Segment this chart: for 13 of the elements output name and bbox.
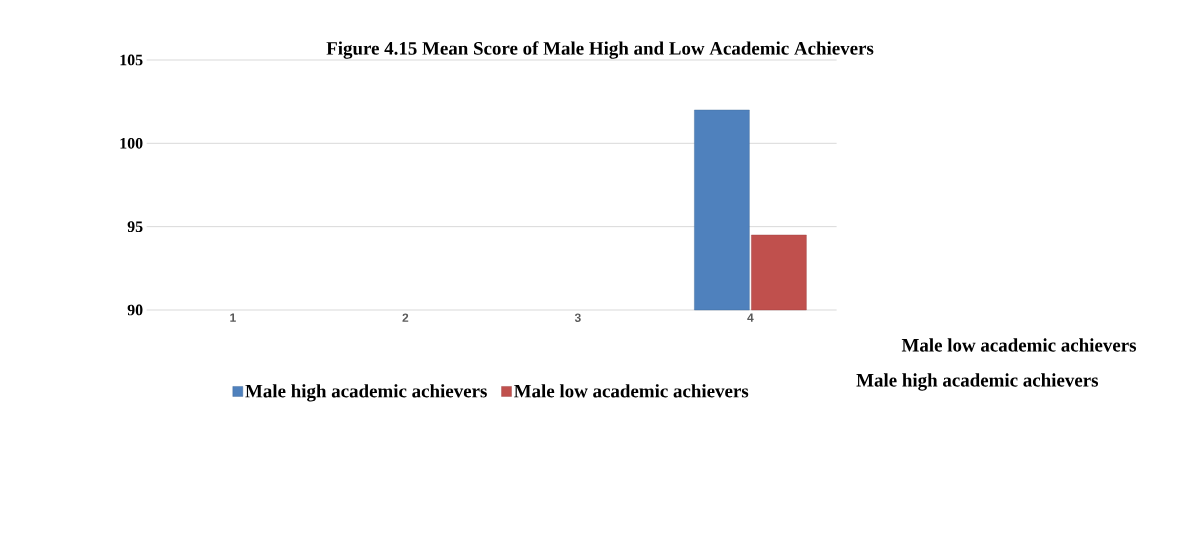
y-tick-label: 100 xyxy=(120,137,143,149)
x-tick-label: 2 xyxy=(402,313,409,322)
x-tick-label: 4 xyxy=(747,313,754,322)
x-tick-label: 3 xyxy=(574,313,581,322)
y-tick-label: 95 xyxy=(127,221,143,233)
chart-title: Figure 4.15 Mean Score of Male High and Low Academic Achievers xyxy=(326,41,874,59)
y-tick-label: 105 xyxy=(120,54,143,66)
y-tick-label: 90 xyxy=(127,304,143,316)
x-tick-label: 1 xyxy=(230,313,236,322)
text: Male low academic achievers xyxy=(901,338,1137,352)
legend-label: Male high academic achievers xyxy=(245,384,487,402)
text: Male high academic achievers xyxy=(856,373,1099,391)
legend-label: Male low academic achievers xyxy=(514,384,749,398)
